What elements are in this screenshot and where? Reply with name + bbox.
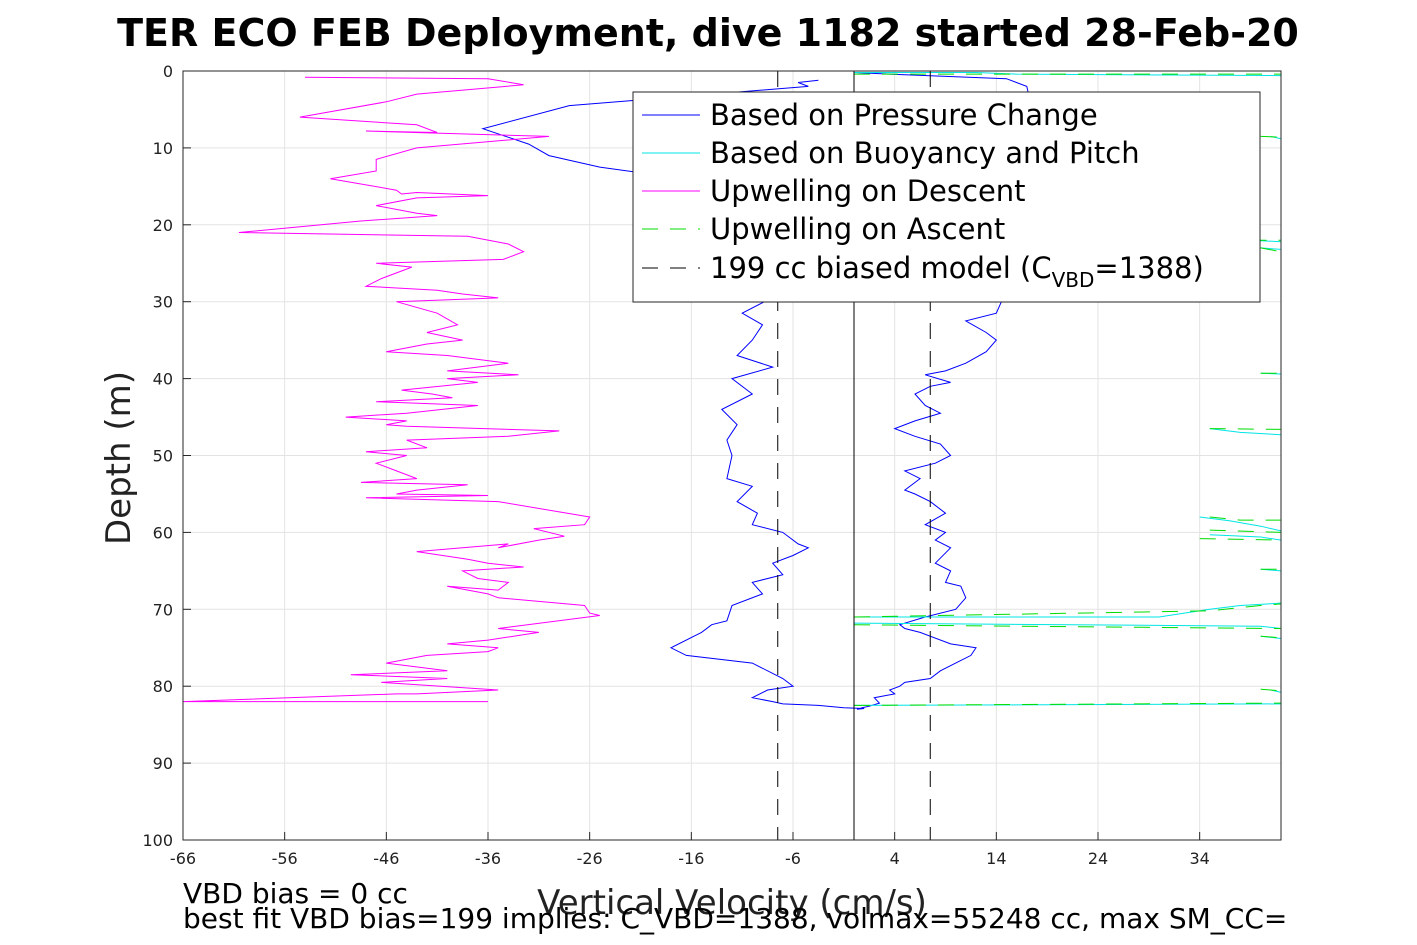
series-segment-buoyancy: [1209, 428, 1282, 436]
legend-label-buoyancy: Based on Buoyancy and Pitch: [710, 136, 1140, 170]
x-tick-label: -46: [373, 849, 399, 868]
series-segment-buoyancy: [854, 602, 1282, 618]
y-tick-label: 0: [163, 62, 173, 81]
y-tick-label: 20: [153, 216, 173, 235]
y-tick-label: 90: [153, 754, 173, 773]
series-segment-buoyancy: [1209, 534, 1282, 541]
y-tick-label: 60: [153, 523, 173, 542]
series-segment-ascent: [1199, 538, 1282, 541]
x-tick-label: -26: [577, 849, 603, 868]
series-segment-buoyancy: [1199, 516, 1282, 532]
series-segment-ascent: [853, 624, 1282, 629]
y-tick-label: 50: [153, 447, 173, 466]
legend-model-suffix: =1388): [1094, 251, 1203, 285]
series-segment-ascent: [1260, 247, 1282, 253]
series-segment-buoyancy: [853, 622, 1282, 629]
series-segment-ascent: [1260, 135, 1282, 138]
x-tick-label: -36: [475, 849, 501, 868]
series-segment-buoyancy: [854, 72, 1282, 77]
tick-marks: -66 -56 -46 -36 -26 -16 -6 4 14 24 34 0 10 20 30 40 50 60…: [142, 62, 1209, 868]
legend-label-descent: Upwelling on Descent: [710, 174, 1026, 208]
series-lines: [182, 71, 1282, 840]
y-tick-label: 40: [153, 370, 173, 389]
series-segment-ascent: [853, 702, 1282, 706]
x-tick-label: 4: [890, 849, 900, 868]
y-tick-label: 80: [153, 677, 173, 696]
series-segment-ascent: [1209, 516, 1281, 521]
x-tick-label: 24: [1088, 849, 1108, 868]
x-tick-label: 14: [986, 849, 1006, 868]
series-segment-ascent: [1260, 688, 1282, 692]
x-tick-label: -56: [272, 849, 298, 868]
legend-label-pressure: Based on Pressure Change: [710, 98, 1098, 132]
series-segment-ascent: [1209, 428, 1282, 430]
x-tick-label: -16: [678, 849, 704, 868]
footnote-best-fit: best fit VBD bias=199 implies: C_VBD=138…: [183, 902, 1287, 935]
legend-box: [632, 91, 1261, 303]
y-tick-label: 10: [153, 139, 173, 158]
y-axis-label: Depth (m): [99, 371, 139, 545]
y-tick-label: 70: [153, 600, 173, 619]
series-segment-ascent: [1209, 529, 1282, 533]
legend: Based on Pressure Change Based on Buoyan…: [632, 91, 1261, 303]
series-line-descent: [182, 76, 600, 703]
y-tick-label: 30: [153, 293, 173, 312]
legend-label-model: 199 cc biased model (CVBD=1388): [710, 251, 1204, 292]
chart-title: TER ECO FEB Deployment, dive 1182 starte…: [117, 11, 1299, 55]
x-tick-label: -6: [785, 849, 801, 868]
footnote-vbd-bias: VBD bias = 0 cc: [183, 877, 408, 910]
x-axis-label: Vertical Velocity (cm/s): [537, 883, 927, 923]
legend-model-prefix: 199 cc biased model (C: [710, 251, 1052, 285]
x-tick-label: 34: [1189, 849, 1209, 868]
legend-model-subscript: VBD: [1052, 268, 1095, 292]
series-segment-ascent: [1260, 635, 1282, 639]
x-tick-label: -66: [170, 849, 196, 868]
y-tick-label: 100: [142, 831, 173, 850]
series-segment-ascent: [853, 603, 1282, 618]
legend-label-ascent: Upwelling on Ascent: [710, 212, 1005, 246]
